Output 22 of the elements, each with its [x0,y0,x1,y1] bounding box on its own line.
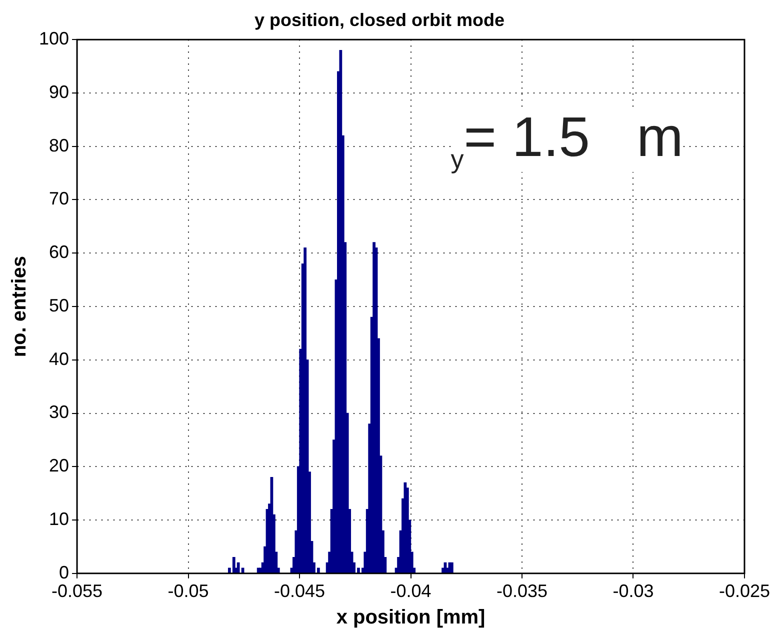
y-tick-label: 20 [49,456,70,476]
x-axis-title: x position [mm] [336,606,486,629]
y-tick-label: 60 [49,242,70,262]
y-tick-label: 80 [49,135,70,156]
y-tick-label: 100 [38,28,70,49]
y-axis-title: no. entries [8,256,31,358]
y-tick-label: 40 [49,348,70,369]
chart-title: y position, closed orbit mode [254,10,505,30]
x-tick-label: -0.045 [274,581,326,602]
y-tick-label: 10 [49,508,70,529]
x-tick-label: -0.035 [496,581,548,602]
x-tick-label: -0.03 [612,581,654,602]
y-tick-label: 90 [49,82,70,102]
y-tick-label: 30 [49,402,70,422]
y-tick-label: 0 [59,562,70,582]
y-tick-label: 70 [49,188,70,209]
x-tick-label: -0.04 [390,581,432,602]
x-tick-label: -0.05 [168,581,209,602]
x-tick-label: -0.025 [718,581,770,602]
y-tick-label: 50 [49,295,70,316]
x-tick-label: -0.055 [52,581,103,602]
annotation: $_{y}$= 1.5 m [450,104,684,174]
